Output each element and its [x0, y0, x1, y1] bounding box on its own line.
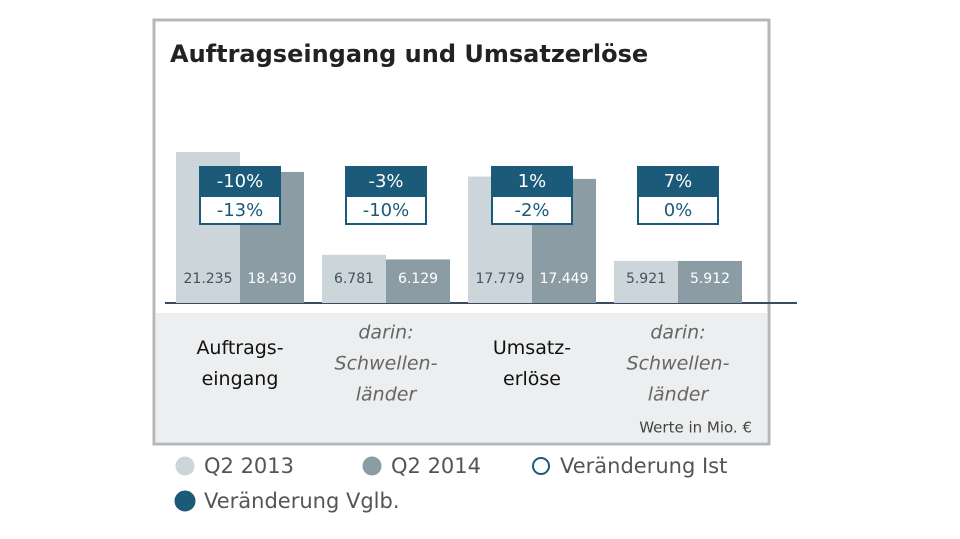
bar [678, 260, 742, 303]
change-box [491, 195, 573, 225]
category-label: länder [648, 384, 710, 406]
category-label: Schwellen- [627, 353, 730, 375]
legend-marker [174, 490, 196, 512]
category-label: Auftrags- [196, 337, 283, 359]
legend-label: Q2 2013 [204, 454, 294, 478]
change-box [491, 166, 573, 196]
category-label: eingang [202, 368, 279, 390]
category-label: länder [356, 384, 418, 406]
value-label: 17.449 [540, 271, 589, 287]
change-label: 0% [664, 200, 693, 221]
change-label: -10% [217, 171, 264, 192]
value-label: 17.779 [476, 271, 525, 287]
bar [614, 260, 678, 303]
change-box [637, 195, 719, 225]
category-label: darin: [358, 322, 413, 344]
value-label: 5.912 [690, 271, 730, 287]
change-label: -3% [368, 171, 403, 192]
change-label: -10% [363, 200, 410, 221]
category-label: Schwellen- [335, 353, 438, 375]
category-label: darin: [650, 322, 705, 344]
value-label: 6.781 [334, 271, 374, 287]
legend-label: Q2 2014 [391, 454, 481, 478]
change-label: 1% [518, 171, 547, 192]
change-box [199, 195, 281, 225]
change-box [345, 195, 427, 225]
category-band [156, 313, 767, 442]
bar [386, 259, 450, 303]
legend-label: Veränderung Vglb. [204, 489, 400, 513]
change-box [637, 166, 719, 196]
value-label: 5.921 [626, 271, 666, 287]
change-box [345, 166, 427, 196]
legend-marker [532, 457, 550, 475]
value-label: 18.430 [248, 271, 297, 287]
legend-label: Veränderung Ist [560, 454, 727, 478]
category-label: Umsatz- [493, 337, 571, 359]
legend-marker [175, 456, 195, 476]
value-label: 21.235 [184, 271, 233, 287]
legend-marker [362, 456, 382, 476]
change-label: -13% [217, 200, 264, 221]
note: Werte in Mio. € [639, 419, 752, 437]
chart-title: Auftragseingang und Umsatzerlöse [170, 40, 648, 68]
change-label: -2% [514, 200, 549, 221]
change-label: 7% [664, 171, 693, 192]
bar [322, 254, 386, 303]
category-label: erlöse [503, 368, 561, 390]
change-box [199, 166, 281, 196]
value-label: 6.129 [398, 271, 438, 287]
